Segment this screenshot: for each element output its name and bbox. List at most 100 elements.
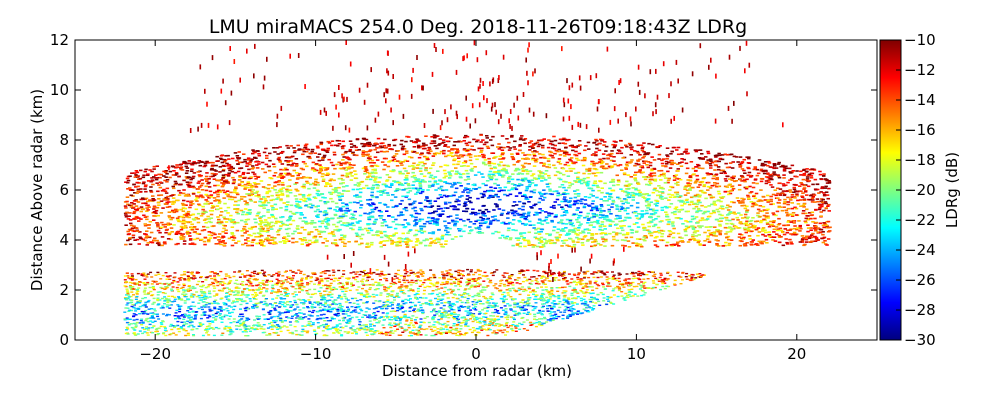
- radar-pixel: [606, 157, 610, 160]
- radar-pixel: [209, 175, 213, 178]
- radar-pixel: [822, 175, 826, 177]
- radar-pixel: [642, 193, 646, 195]
- radar-pixel: [691, 234, 695, 236]
- radar-pixel: [348, 201, 353, 204]
- radar-pixel: [379, 230, 383, 233]
- radar-pixel: [469, 189, 473, 192]
- radar-pixel: [697, 225, 702, 228]
- radar-pixel: [510, 155, 514, 158]
- radar-pixel: [216, 242, 221, 245]
- radar-pixel: [616, 164, 620, 167]
- radar-pixel: [442, 152, 446, 155]
- radar-pixel: [684, 210, 689, 213]
- radar-pixel: [237, 199, 241, 202]
- radar-pixel: [726, 204, 730, 207]
- radar-pixel: [557, 204, 561, 206]
- radar-pixel: [344, 212, 348, 214]
- radar-pixel: [675, 149, 679, 151]
- radar-pixel: [189, 178, 193, 181]
- radar-pixel: [728, 205, 732, 208]
- radar-pixel: [253, 201, 257, 203]
- radar-pixel: [233, 196, 237, 199]
- radar-pixel: [393, 196, 398, 198]
- radar-pixel: [810, 240, 814, 243]
- radar-pixel: [222, 181, 226, 184]
- radar-pixel: [298, 172, 302, 175]
- radar-pixel: [287, 156, 292, 159]
- radar-pixel: [528, 145, 532, 148]
- radar-pixel: [573, 200, 578, 203]
- radar-pixel: [467, 200, 472, 202]
- radar-pixel: [301, 153, 305, 156]
- radar-pixel: [505, 138, 509, 140]
- radar-pixel: [341, 179, 345, 181]
- radar-pixel: [651, 208, 655, 211]
- radar-pixel: [573, 227, 577, 230]
- radar-pixel: [684, 220, 688, 222]
- radar-pixel: [576, 234, 580, 236]
- radar-pixel: [672, 179, 677, 181]
- radar-pixel: [751, 202, 755, 205]
- radar-pixel: [802, 237, 806, 239]
- radar-pixel: [517, 160, 521, 162]
- radar-pixel: [282, 237, 286, 239]
- radar-pixel: [586, 219, 591, 221]
- radar-pixel: [480, 222, 484, 225]
- radar-pixel: [443, 181, 448, 183]
- radar-pixel: [454, 167, 458, 169]
- radar-pixel: [657, 229, 661, 232]
- radar-pixel: [289, 215, 293, 218]
- radar-pixel: [236, 163, 240, 165]
- radar-pixel: [753, 166, 757, 168]
- radar-pixel: [518, 183, 522, 185]
- radar-pixel: [591, 241, 595, 243]
- radar-pixel: [137, 217, 141, 219]
- radar-pixel: [529, 190, 534, 193]
- radar-pixel: [436, 170, 440, 172]
- radar-pixel: [581, 238, 585, 240]
- radar-pixel: [341, 182, 345, 184]
- radar-pixel: [506, 222, 510, 225]
- radar-pixel: [766, 201, 770, 203]
- radar-pixel: [819, 191, 823, 193]
- radar-pixel: [674, 182, 678, 185]
- radar-pixel: [590, 233, 594, 235]
- radar-pixel: [448, 174, 453, 177]
- radar-pixel: [254, 161, 258, 163]
- radar-pixel: [364, 166, 368, 168]
- radar-pixel: [429, 206, 433, 208]
- radar-pixel: [622, 225, 626, 227]
- radar-pixel: [740, 197, 744, 200]
- radar-pixel: [784, 167, 788, 170]
- radar-pixel: [806, 217, 810, 220]
- radar-pixel: [276, 181, 281, 183]
- radar-pixel: [164, 223, 168, 226]
- radar-pixel: [294, 165, 299, 167]
- radar-pixel: [340, 224, 344, 226]
- radar-pixel: [824, 202, 828, 205]
- radar-pixel: [683, 228, 687, 231]
- radar-pixel: [676, 153, 681, 156]
- radar-pixel: [748, 220, 752, 223]
- radar-pixel: [688, 220, 693, 223]
- radar-pixel: [233, 189, 237, 192]
- radar-pixel: [318, 210, 322, 213]
- radar-pixel: [493, 171, 497, 173]
- radar-pixel: [226, 212, 230, 214]
- radar-pixel: [564, 223, 569, 225]
- radar-pixel: [229, 168, 233, 171]
- radar-pixel: [782, 168, 787, 171]
- radar-pixel: [487, 157, 491, 160]
- radar-pixel: [772, 163, 777, 165]
- radar-pixel: [367, 175, 372, 177]
- radar-pixel: [303, 216, 307, 219]
- radar-pixel: [384, 184, 388, 187]
- radar-pixel: [319, 231, 324, 234]
- radar-pixel: [681, 201, 686, 203]
- radar-pixel: [531, 244, 535, 246]
- radar-pixel: [426, 189, 430, 191]
- radar-pixel: [339, 210, 343, 212]
- radar-pixel: [314, 169, 319, 172]
- radar-pixel: [261, 168, 265, 170]
- radar-pixel: [405, 179, 409, 181]
